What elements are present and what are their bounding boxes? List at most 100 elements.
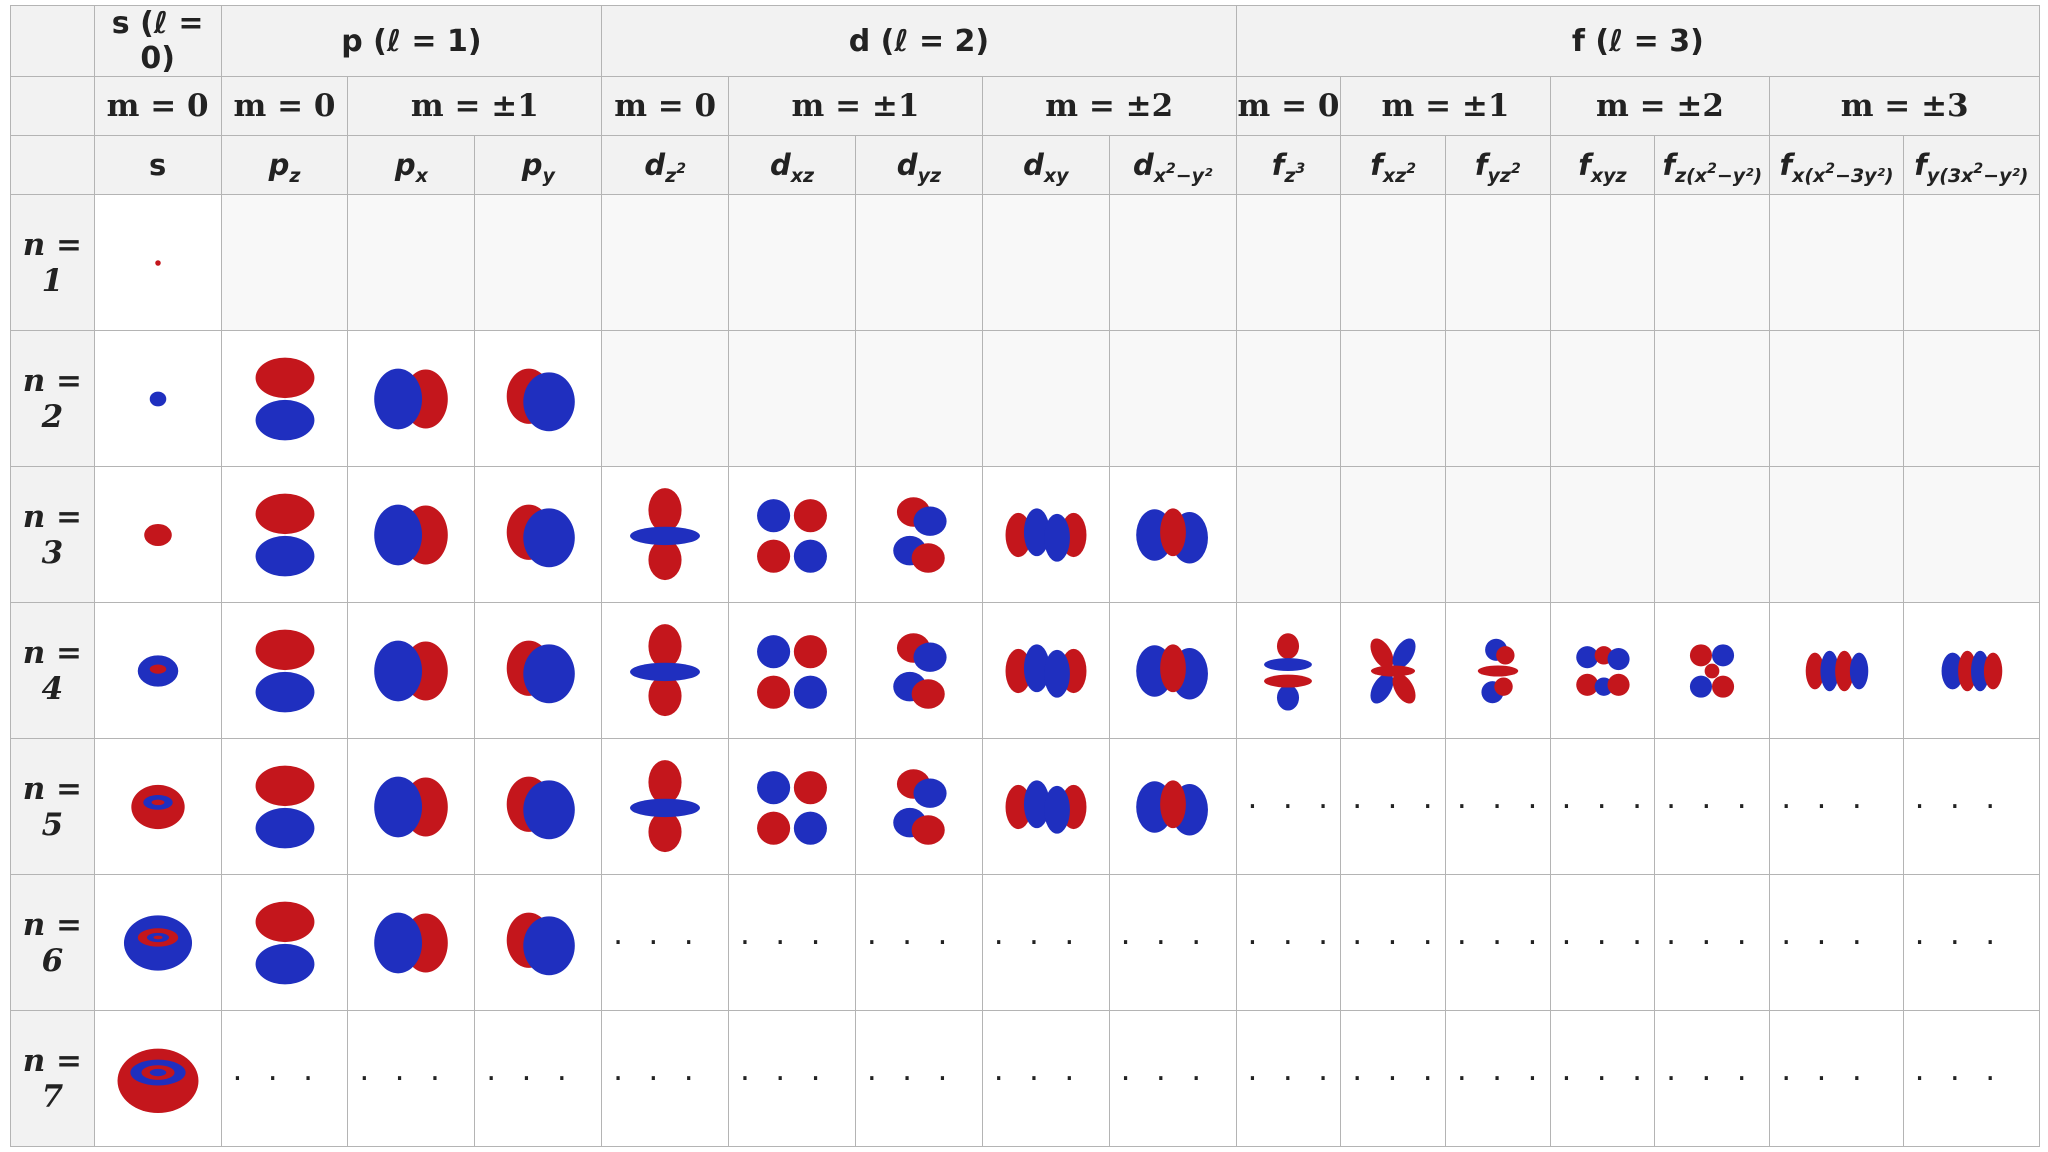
- orbital-cell: [1654, 602, 1771, 739]
- orbital-px-n4-shape: [374, 640, 449, 701]
- orbital-cell: [93, 466, 222, 603]
- ellipsis-cell: · · ·: [1235, 1010, 1342, 1147]
- orbital-dx2-n4-shape: [1135, 643, 1208, 700]
- empty-cell: [1235, 194, 1342, 331]
- orbital-superscript: 3: [1295, 160, 1306, 177]
- orbital-header: dx2−y²: [1108, 135, 1237, 195]
- empty-cell: [1340, 466, 1446, 603]
- empty-cell: [1654, 330, 1771, 467]
- orbital-s7-n7-shape: [117, 1048, 199, 1113]
- row-label-text: n = 7: [22, 1042, 82, 1115]
- orbital-subscript: xz2: [1383, 161, 1416, 187]
- orbital-pz-n6-shape: [255, 901, 314, 984]
- orbital-cell: [1108, 466, 1237, 603]
- quantum-row: n = 6 · · · · · · · · · · · · · · · · · · · · ·…: [10, 874, 2041, 1011]
- orbital-header: fx(x2−3y²): [1769, 135, 1904, 195]
- orbital-subscript-text: xyz: [1590, 165, 1627, 187]
- orbital-cell: [601, 738, 730, 875]
- row-label-n: n = 1: [10, 194, 95, 331]
- orbital-dz2-n3-shape: [630, 487, 701, 580]
- orbital-subscript-text: x(x: [1792, 165, 1826, 187]
- ellipsis-cell: · · ·: [1549, 738, 1656, 875]
- orbital-dyz-n3-shape: [893, 496, 947, 573]
- orbital-header: pz: [220, 135, 349, 195]
- empty-cell: [1444, 194, 1551, 331]
- empty-cell: [854, 194, 983, 331]
- empty-cell: [1444, 466, 1551, 603]
- row-label-text: n = 1: [22, 226, 82, 299]
- quantum-row: n = 3: [10, 466, 2041, 603]
- empty-cell: [1902, 330, 2041, 467]
- orbital-superscript: 2: [1166, 160, 1176, 177]
- orbital-cell: [728, 466, 856, 603]
- orbital-s5-n5-shape: [130, 784, 185, 829]
- orbital-header: px: [347, 135, 476, 195]
- ellipsis-cell: · · ·: [1108, 1010, 1237, 1147]
- orbital-s4-n4-shape: [137, 654, 178, 687]
- orbital-cell: [220, 466, 349, 603]
- empty-cell: [220, 194, 349, 331]
- row-label-text: n = 6: [22, 906, 82, 979]
- orbital-letter: f: [1578, 148, 1591, 182]
- ellipsis-cell: · · ·: [220, 1010, 349, 1147]
- row-label-n: n = 4: [10, 602, 95, 739]
- ellipsis-cell: · · ·: [1340, 874, 1446, 1011]
- empty-cell: [854, 330, 983, 467]
- m-header: m = ±1: [1340, 76, 1551, 136]
- orbital-subscript: x2−y²: [1154, 161, 1213, 187]
- m-header: m = ±2: [981, 76, 1237, 136]
- orbital-pz-n5-shape: [255, 765, 314, 848]
- row-label-text: n = 5: [22, 770, 82, 843]
- empty-cell: [474, 194, 603, 331]
- orbital-dxz-n4-shape: [757, 634, 827, 709]
- orbital-header: dxy: [981, 135, 1110, 195]
- ellipsis-cell: · · ·: [1654, 874, 1771, 1011]
- corner-cell: [10, 135, 95, 195]
- orbital-header: fxz2: [1340, 135, 1446, 195]
- orbital-fxx-n4-shape: [1805, 650, 1868, 691]
- ellipsis-cell: · · ·: [1654, 738, 1771, 875]
- orbital-cell: [854, 738, 983, 875]
- quantum-row: n = 5 · · · · · · · · · · · · · · · · · · · · ·: [10, 738, 2041, 875]
- quantum-row: n = 4: [10, 602, 2041, 739]
- orbital-header: fxyz: [1549, 135, 1656, 195]
- orbital-cell: [728, 602, 856, 739]
- l-header: d (ℓ = 2): [601, 5, 1237, 77]
- orbital-fxyz-n4-shape: [1576, 645, 1631, 696]
- m-header: m = ±1: [728, 76, 983, 136]
- m-header: m = ±1: [347, 76, 603, 136]
- orbital-cell: [220, 602, 349, 739]
- orbital-px-n5-shape: [374, 776, 449, 837]
- orbital-py-n5-shape: [506, 776, 576, 839]
- orbital-subscript-text: z: [665, 165, 677, 187]
- row-label-text: n = 4: [22, 634, 82, 707]
- orbital-subscript-text: xy: [1043, 165, 1069, 187]
- ellipsis-cell: · · ·: [1902, 738, 2041, 875]
- orbital-cell: [474, 602, 603, 739]
- orbital-subscript-tail: −y²: [1175, 165, 1213, 187]
- corner-cell: [10, 76, 95, 136]
- ellipsis-cell: · · ·: [981, 1010, 1110, 1147]
- orbital-cell: [981, 738, 1110, 875]
- orbital-cell: [347, 874, 476, 1011]
- empty-cell: [347, 194, 476, 331]
- orbital-dx2-n3-shape: [1135, 507, 1208, 564]
- orbital-letter: d: [896, 148, 918, 182]
- orbital-cell: [347, 602, 476, 739]
- row-label-n: n = 2: [10, 330, 95, 467]
- m-header: m = ±2: [1549, 76, 1771, 136]
- empty-cell: [1549, 466, 1656, 603]
- orbital-cell: [474, 874, 603, 1011]
- empty-cell: [601, 194, 730, 331]
- orbital-header: fz(x2−y²): [1654, 135, 1771, 195]
- orbital-superscript: 2: [1973, 160, 1984, 177]
- orbital-cell: [347, 738, 476, 875]
- orbital-dyz-n5-shape: [893, 768, 947, 845]
- ellipsis-cell: · · ·: [1340, 1010, 1446, 1147]
- orbital-cell: [474, 466, 603, 603]
- orbital-cell: [601, 466, 730, 603]
- ellipsis-cell: · · ·: [1654, 1010, 1771, 1147]
- empty-cell: [1769, 466, 1904, 603]
- orbital-letter: f: [1370, 148, 1383, 182]
